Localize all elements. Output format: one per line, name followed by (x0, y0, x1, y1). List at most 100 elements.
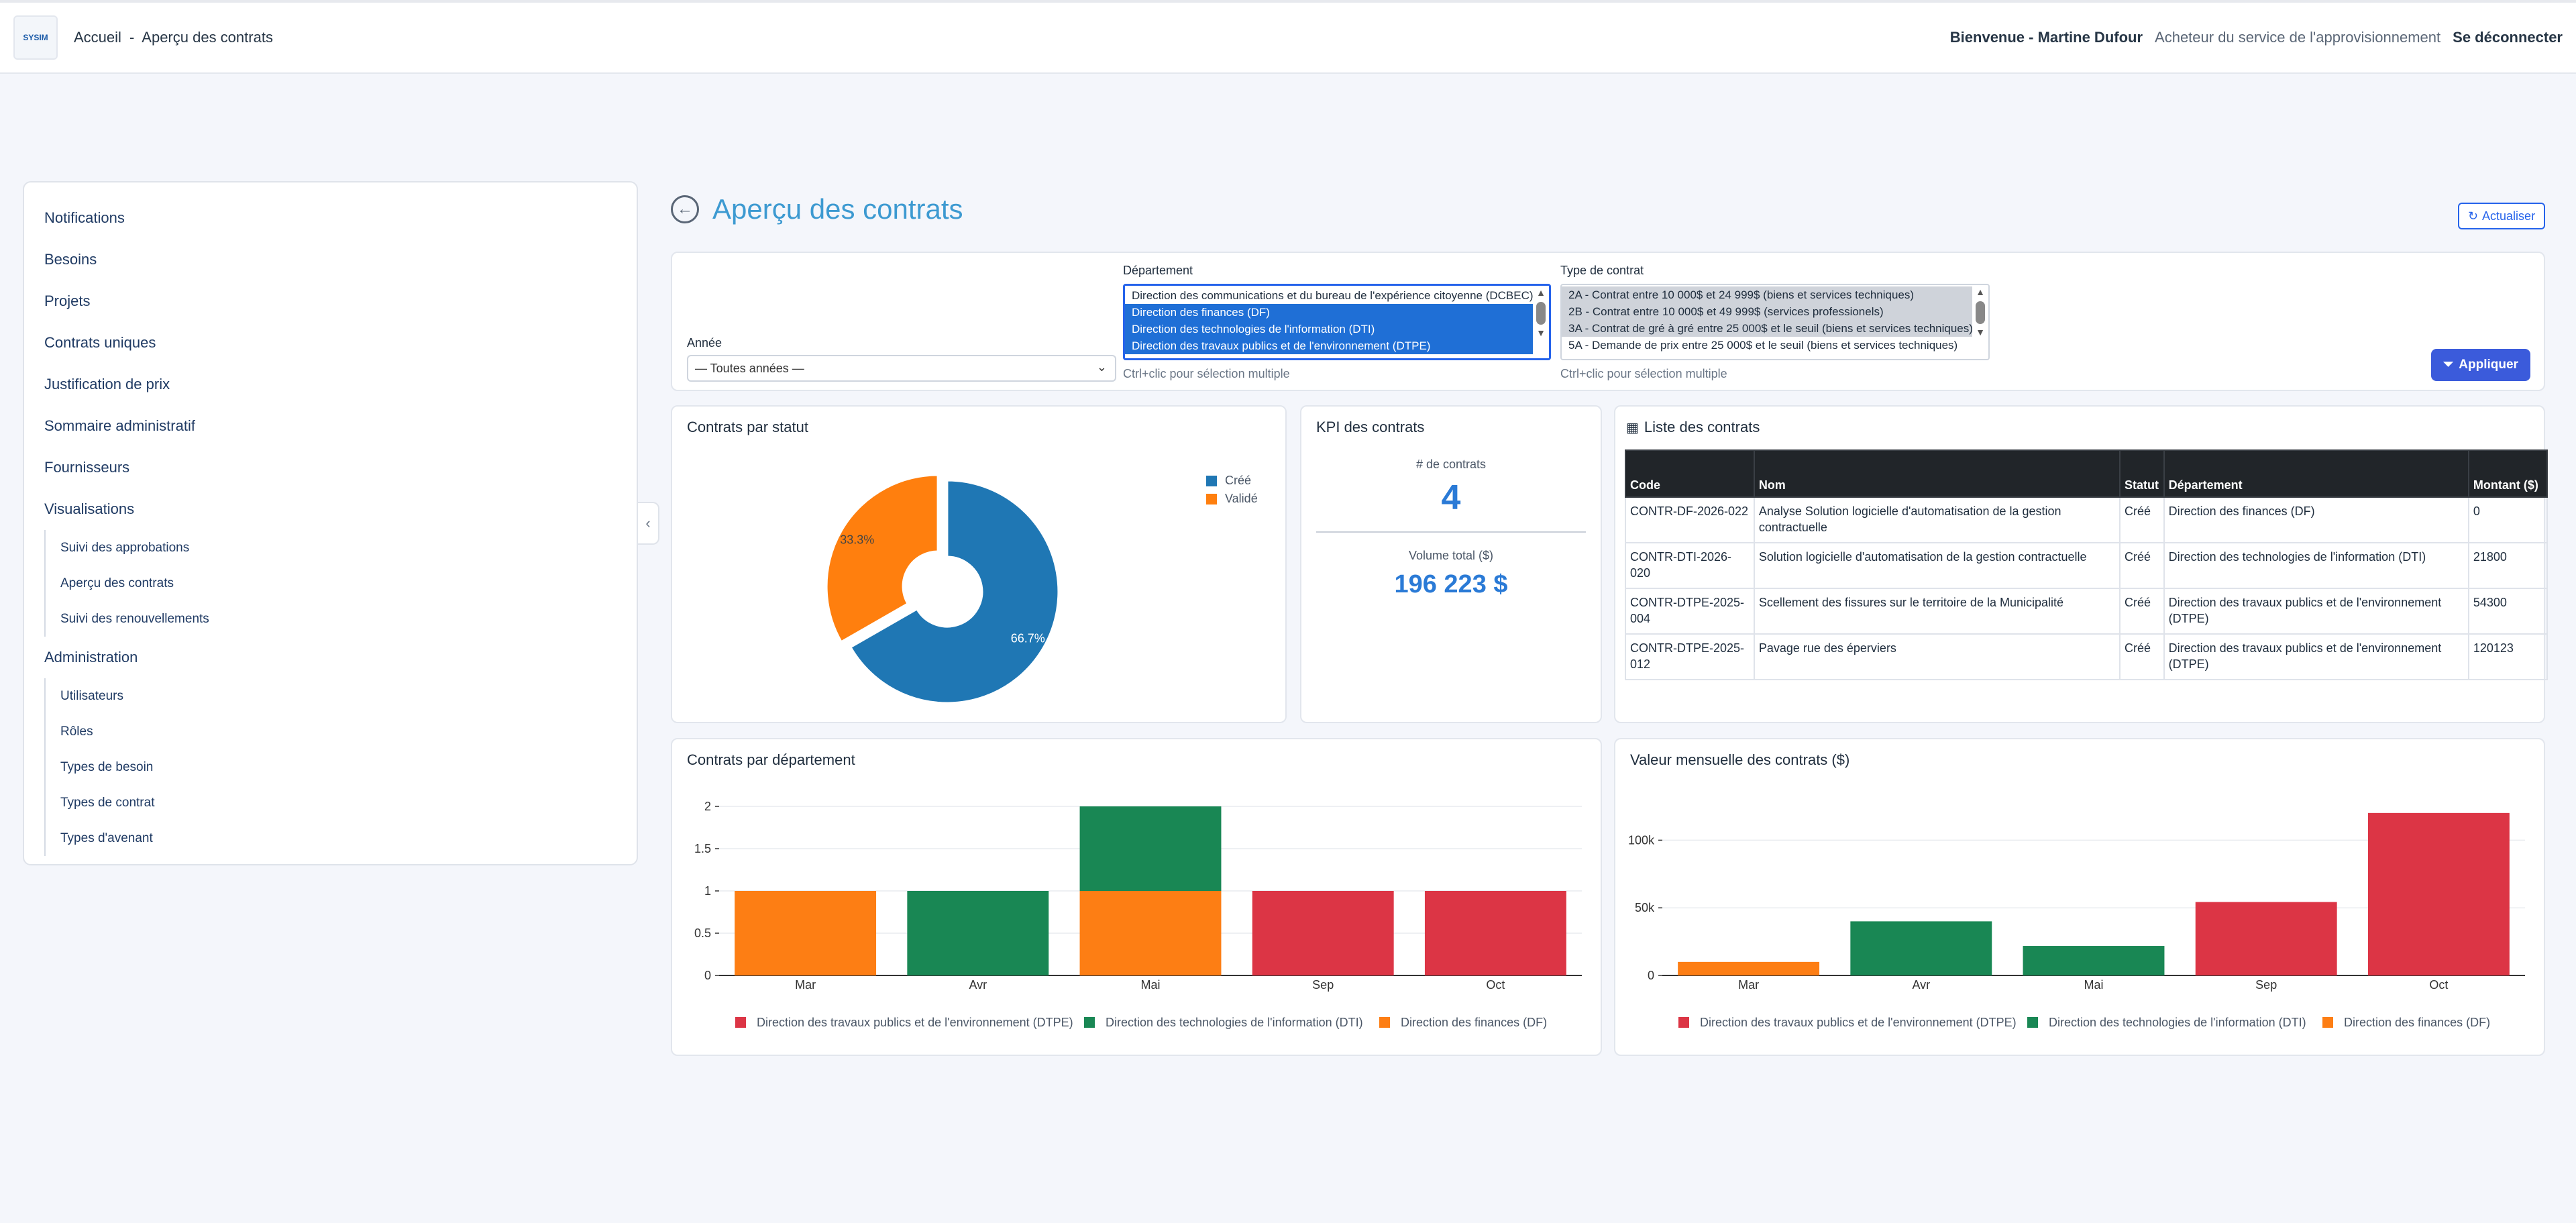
sidebar-item-administration[interactable]: Administration (44, 649, 138, 666)
bar-oct-direction-des-travaux-publics-et-de-l-environnement-dtpe (2367, 812, 2510, 975)
apply-label: Appliquer (2459, 358, 2518, 372)
sidebar-collapse-button[interactable]: ‹ (638, 502, 659, 545)
table-cell-statut: Créé (2118, 588, 2165, 635)
scroll-up-icon[interactable]: ▲ (1536, 287, 1546, 298)
sidebar-item-suivi-des-renouvellements[interactable]: Suivi des renouvellements (60, 611, 209, 626)
legend-label-direction-des-finances-df: Direction des finances (DF) (2344, 1016, 2490, 1029)
column-header-code[interactable]: Code (1625, 449, 1755, 498)
department-option[interactable]: Direction des communications et du burea… (1132, 289, 1533, 302)
legend-item-valide[interactable]: Validé (1206, 492, 1258, 506)
scroll-down-icon[interactable]: ▼ (1536, 327, 1546, 338)
table-row[interactable]: CONTR-DTI-2026-020 Solution logicielle d'… (1625, 542, 2548, 589)
top-bar: SYSIM Accueil - Aperçu des contrats Bien… (0, 0, 2576, 74)
sidebar-item-notifications[interactable]: Notifications (44, 209, 125, 226)
contract-type-hint: Ctrl+clic pour sélection multiple (1560, 367, 1727, 380)
breadcrumb: Accueil - Aperçu des contrats (74, 29, 277, 46)
contract-type-option[interactable]: 5A - Demande de prix entre 25 000$ et le… (1568, 339, 1958, 352)
kpi-volume-value: 196 223 $ (1394, 570, 1508, 598)
contract-type-scrollbar[interactable]: ▲ ▼ (1974, 286, 1987, 358)
bar-mar-direction-des-finances-df (735, 891, 877, 975)
breadcrumb-home[interactable]: Accueil (74, 29, 121, 46)
filters-card: Année — Toutes années — ⌄ Département Di… (671, 252, 2545, 391)
status-legend: Créé Validé (1206, 474, 1258, 506)
back-arrow-icon[interactable]: ← (671, 195, 699, 223)
kpi-title: KPI des contrats (1316, 419, 1425, 435)
contract-type-option[interactable]: 3A - Contrat de gré à gré entre 25 000$ … (1562, 320, 1972, 337)
sidebar-item-types-de-besoin[interactable]: Types de besoin (60, 759, 154, 774)
sidebar-item-projets[interactable]: Projets (44, 293, 91, 309)
filter-icon: ⏷ (2443, 358, 2454, 372)
sidebar-item-suivi-des-approbations[interactable]: Suivi des approbations (60, 540, 190, 555)
scroll-thumb[interactable] (1976, 301, 1985, 324)
y-tick-label: 0.5 (694, 926, 711, 940)
table-cell-montant: 0 (2467, 496, 2548, 543)
table-cell-departement: Direction des finances (DF) (2163, 496, 2469, 543)
bar-sep-direction-des-travaux-publics-et-de-l-environnement-dtpe (1252, 891, 1394, 975)
bar-oct-direction-des-travaux-publics-et-de-l-environnement-dtpe (1424, 891, 1566, 975)
contract-type-option[interactable]: 2A - Contrat entre 10 000$ et 24 999$ (b… (1562, 286, 1972, 303)
sidebar-item-roles[interactable]: Rôles (60, 724, 93, 739)
sidebar-item-utilisateurs[interactable]: Utilisateurs (60, 688, 123, 703)
legend-swatch-direction-des-travaux-publics-et-de-l-environnement-dtpe (1678, 1017, 1689, 1028)
monthly-bar-chart: 0 50k 100k Mar Avr Mai Sep Oct Direction des tra… (1628, 812, 2525, 1029)
column-header-departement[interactable]: Département (2163, 449, 2469, 498)
table-row[interactable]: CONTR-DTPE-2025-012 Pavage rue des épervi… (1625, 633, 2548, 680)
legend-swatch (1206, 493, 1217, 504)
legend-label-direction-des-travaux-publics-et-de-l-environnement-dtpe: Direction des travaux publics et de l'en… (757, 1016, 1073, 1029)
legend-label-direction-des-technologies-de-l-information-dti: Direction des technologies de l'informat… (1106, 1016, 1363, 1029)
table-row[interactable]: CONTR-DF-2026-022 Analyse Solution logici… (1625, 496, 2548, 543)
sidebar-administration-group: Utilisateurs Rôles Types de besoin Types de… (44, 678, 616, 856)
year-label: Année (687, 336, 722, 350)
dept-chart-title: Contrats par département (687, 751, 855, 768)
status-chart-card: Contrats par statut 66.7% 33.3% Créé Valid… (671, 405, 1287, 723)
column-header-statut[interactable]: Statut (2118, 449, 2165, 498)
app-logo[interactable]: SYSIM (13, 15, 58, 60)
column-header-montant[interactable]: Montant ($) (2467, 449, 2548, 498)
apply-button[interactable]: ⏷ Appliquer (2431, 349, 2530, 381)
legend-item-cree[interactable]: Créé (1206, 474, 1258, 488)
year-select[interactable]: — Toutes années — ⌄ (687, 355, 1116, 382)
table-row[interactable]: CONTR-DTPE-2025-004 Scellement des fissur… (1625, 588, 2548, 635)
table-cell-nom: Scellement des fissures sur le territoir… (1753, 588, 2121, 635)
scroll-up-icon[interactable]: ▲ (1976, 286, 1985, 297)
contracts-table-card: ▦ Liste des contrats Code Nom Statut Départ… (1614, 405, 2548, 723)
department-scrollbar[interactable]: ▲ ▼ (1534, 287, 1548, 357)
monthly-chart-card: Valeur mensuelle des contrats ($) 0 50k 10… (1614, 738, 2545, 1056)
chevron-left-icon: ‹ (645, 515, 651, 531)
column-header-nom[interactable]: Nom (1753, 449, 2121, 498)
sidebar-item-contrats-uniques[interactable]: Contrats uniques (44, 334, 156, 351)
dept-bar-chart: 0 0.5 1 1.5 2 Mar Avr Mai Sep Oct Direction des tr… (694, 800, 1582, 1029)
sidebar-item-types-d-avenant[interactable]: Types d'avenant (60, 831, 153, 845)
scroll-thumb[interactable] (1536, 302, 1546, 325)
sidebar-item-besoins[interactable]: Besoins (44, 251, 97, 268)
kpi-divider (1316, 531, 1586, 533)
department-option[interactable]: Direction des finances (DF) (1125, 304, 1533, 321)
department-option[interactable]: Direction des technologies de l'informat… (1125, 321, 1533, 337)
bar-mai-direction-des-finances-df (1079, 891, 1222, 975)
sidebar-item-visualisations[interactable]: Visualisations (44, 500, 135, 517)
x-tick-label: Oct (1486, 978, 1505, 992)
department-option[interactable]: Direction des travaux publics et de l'en… (1125, 337, 1533, 354)
sidebar-item-fournisseurs[interactable]: Fournisseurs (44, 459, 130, 476)
y-tick-label: 1 (704, 884, 711, 898)
table-cell-montant: 21800 (2467, 542, 2548, 589)
sidebar-item-apercu-des-contrats[interactable]: Aperçu des contrats (60, 576, 174, 590)
table-cell-statut: Créé (2118, 542, 2165, 589)
refresh-button[interactable]: ↻ Actualiser (2458, 203, 2545, 229)
scroll-down-icon[interactable]: ▼ (1976, 327, 1985, 337)
logout-link[interactable]: Se déconnecter (2453, 29, 2563, 46)
x-tick-label: Avr (1912, 978, 1930, 992)
contract-type-option[interactable]: 2B - Contrat entre 10 000$ et 49 999$ (s… (1562, 303, 1972, 320)
x-tick-label: Mar (795, 978, 816, 992)
user-area: Bienvenue - Martine Dufour Acheteur du s… (1950, 29, 2563, 46)
sidebar-item-justification-de-prix[interactable]: Justification de prix (44, 376, 170, 392)
legend-label: Créé (1225, 474, 1252, 487)
sidebar-item-types-de-contrat[interactable]: Types de contrat (60, 795, 155, 810)
y-tick-label: 0 (704, 969, 711, 982)
contracts-table: Code Nom Statut Département Montant ($) CONT… (1625, 449, 2548, 680)
contract-type-multiselect[interactable]: 2A - Contrat entre 10 000$ et 24 999$ (b… (1560, 284, 1990, 360)
department-multiselect[interactable]: Direction des communications et du burea… (1123, 284, 1551, 360)
pie-slice-cree (849, 479, 1060, 704)
bar-avr-direction-des-technologies-de-l-information-dti (907, 891, 1049, 975)
sidebar-item-sommaire-administratif[interactable]: Sommaire administratif (44, 417, 195, 434)
